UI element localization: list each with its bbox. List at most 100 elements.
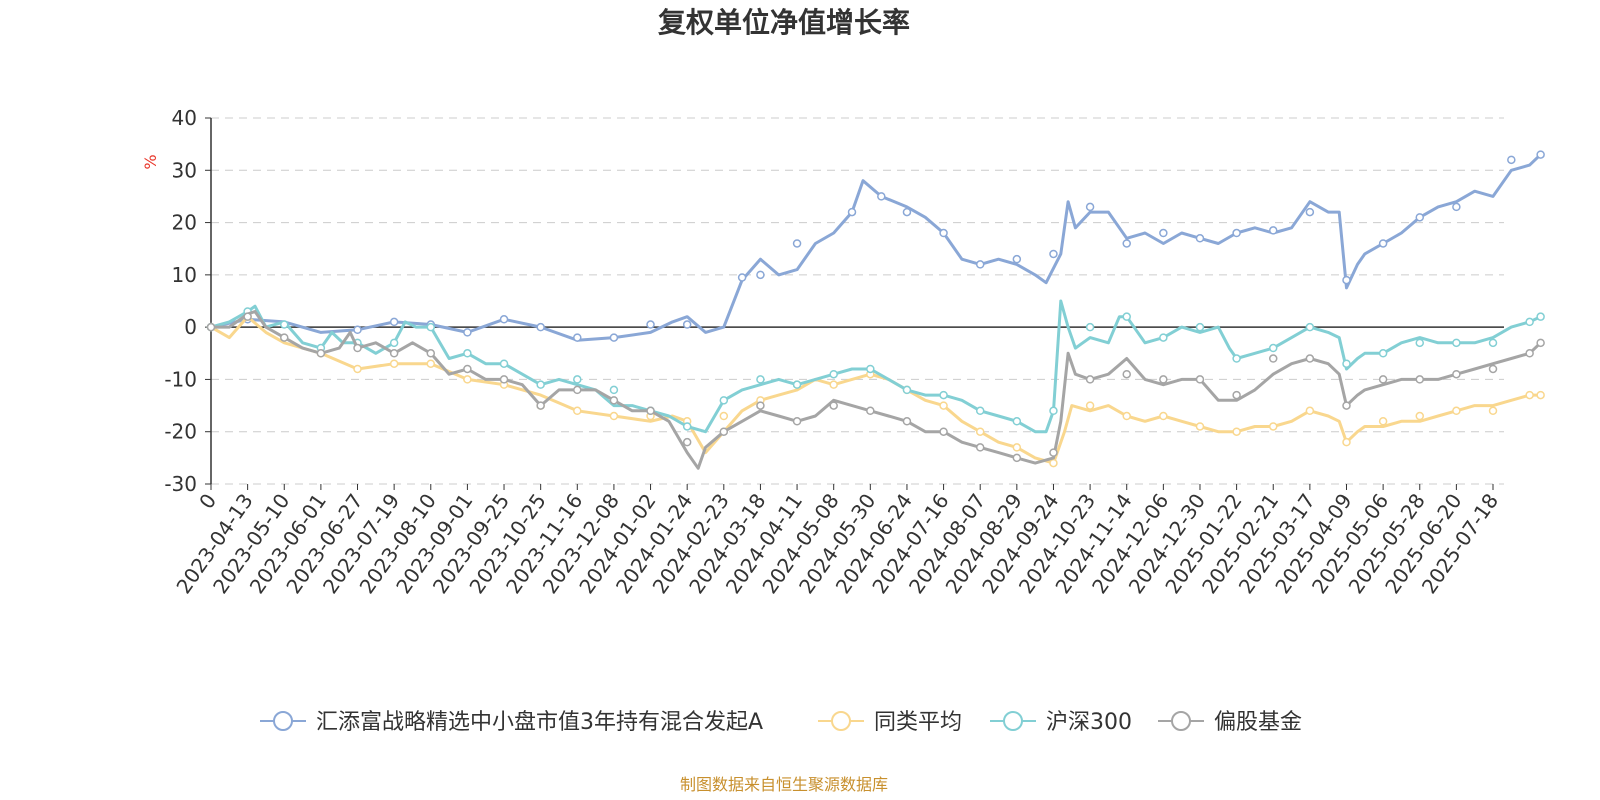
legend-swatch-marker <box>273 711 293 731</box>
data-point <box>1232 228 1241 238</box>
data-point <box>939 228 948 238</box>
data-point <box>499 315 509 324</box>
data-point <box>1195 375 1205 384</box>
legend: 汇添富战略精选中小盘市值3年持有混合发起A 同类平均 沪深300 偏股基金 <box>260 710 1302 735</box>
data-point <box>1122 411 1131 421</box>
y-axis-unit: % <box>141 154 160 169</box>
data-point <box>756 401 765 410</box>
data-point <box>1012 254 1022 264</box>
data-point <box>1268 226 1278 235</box>
data-point <box>573 375 582 384</box>
data-point <box>1012 417 1022 426</box>
data-point <box>975 406 985 416</box>
axes <box>210 118 1504 484</box>
series-line <box>210 153 1542 342</box>
data-point <box>1305 207 1315 217</box>
data-point <box>1536 150 1545 159</box>
legend-swatch-marker <box>1003 711 1023 731</box>
data-point <box>463 375 472 384</box>
data-point <box>1012 453 1022 463</box>
y-tick-label: 0 <box>184 315 197 339</box>
series-1 <box>206 312 1545 468</box>
data-point <box>975 443 985 452</box>
data-point <box>426 349 436 358</box>
y-tick-label: 30 <box>172 158 197 182</box>
series-layer <box>206 150 1545 470</box>
data-point <box>280 333 289 342</box>
data-point <box>609 396 619 405</box>
data-point <box>1012 443 1022 452</box>
data-point <box>1305 354 1315 363</box>
data-point <box>792 380 802 389</box>
data-point <box>939 401 948 410</box>
data-point <box>1049 249 1058 259</box>
data-point <box>1525 349 1534 358</box>
data-point <box>1536 390 1545 400</box>
data-point <box>975 427 985 436</box>
data-point <box>792 239 802 248</box>
data-point <box>1452 338 1461 348</box>
data-point <box>389 359 399 368</box>
data-point <box>389 317 399 327</box>
y-tick-label: 20 <box>172 211 197 235</box>
data-point <box>866 406 875 416</box>
y-tick-label: -20 <box>164 420 197 444</box>
data-point <box>1085 401 1095 410</box>
data-point <box>353 364 362 374</box>
data-point <box>1232 354 1241 363</box>
data-point <box>243 312 252 321</box>
data-point <box>1268 343 1278 353</box>
legend-swatch-marker <box>831 711 851 731</box>
data-point <box>829 380 838 389</box>
data-point <box>1415 213 1425 222</box>
data-point <box>719 427 729 436</box>
data-point <box>389 338 399 348</box>
data-point <box>902 417 912 426</box>
series-line <box>211 310 1542 470</box>
grid-lines <box>211 117 1504 485</box>
data-point <box>1159 375 1168 384</box>
data-point <box>866 364 875 374</box>
data-point <box>756 270 765 280</box>
data-point <box>609 385 619 395</box>
chart-title: 复权单位净值增长率 <box>658 6 910 39</box>
data-point <box>902 385 912 395</box>
data-point <box>1507 155 1516 165</box>
data-point <box>1342 359 1351 368</box>
data-point <box>1305 406 1315 416</box>
data-point <box>1452 369 1461 379</box>
data-point <box>682 320 692 329</box>
data-point <box>939 390 948 400</box>
data-point <box>1378 375 1388 384</box>
legend-item-label: 沪深300 <box>1046 710 1132 735</box>
data-point <box>1525 390 1534 400</box>
data-point <box>1488 406 1498 416</box>
data-point <box>1159 333 1168 342</box>
y-axis-ticks: -30 -20 -10 0 10 20 30 40 <box>164 106 211 496</box>
data-point <box>499 375 509 384</box>
data-point <box>1488 338 1498 348</box>
data-point <box>1049 458 1058 468</box>
series-3 <box>206 310 1545 470</box>
data-point <box>1122 369 1131 379</box>
data-point <box>1305 322 1315 332</box>
data-point <box>1122 312 1131 321</box>
data-point <box>975 260 985 269</box>
data-point <box>737 273 747 282</box>
data-point <box>316 349 326 358</box>
legend-item-label: 汇添富战略精选中小盘市值3年持有混合发起A <box>316 710 763 735</box>
data-point <box>756 375 765 384</box>
series-0 <box>206 150 1545 342</box>
data-point <box>682 437 692 447</box>
data-point <box>1195 422 1205 431</box>
data-point <box>847 207 857 217</box>
data-point <box>573 333 582 342</box>
data-point <box>536 401 545 410</box>
data-point <box>536 322 545 332</box>
data-point <box>280 320 289 329</box>
data-point <box>463 364 472 374</box>
y-tick-label: 10 <box>172 263 197 287</box>
legend-item-label: 同类平均 <box>874 710 962 735</box>
data-point <box>1195 234 1205 243</box>
data-point <box>1342 275 1351 285</box>
